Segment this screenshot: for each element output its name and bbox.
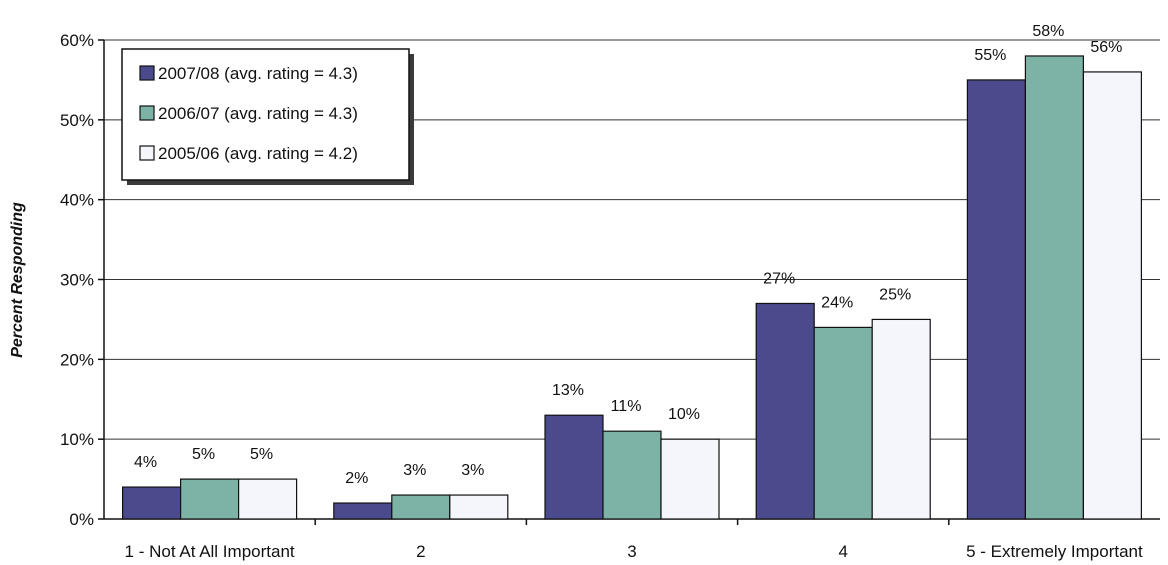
bar [544,414,604,520]
data-label: 56% [1090,39,1122,56]
y-tick-label: 30% [60,271,94,290]
legend-swatch [139,105,155,121]
bar [333,502,393,520]
legend-swatch [139,65,155,81]
data-label: 4% [134,454,157,471]
legend-label: 2005/06 (avg. rating = 4.2) [158,144,358,163]
x-tick-label: 1 - Not At All Important [125,542,295,561]
data-label: 10% [668,406,700,423]
y-tick-label: 20% [60,350,94,369]
y-tick-label: 0% [69,510,94,529]
data-label: 5% [250,446,273,463]
legend-label: 2007/08 (avg. rating = 4.3) [158,64,358,83]
bar [1082,71,1143,520]
data-label: 55% [974,47,1006,64]
data-label: 13% [552,382,584,399]
bar [966,79,1027,520]
legend-swatch [139,145,155,161]
bar [391,494,451,520]
y-tick-label: 50% [60,111,94,130]
y-tick-label: 60% [60,31,94,50]
data-label: 58% [1032,23,1064,40]
y-axis-title: Percent Responding [9,202,26,358]
bar [813,326,873,520]
data-label: 24% [821,294,853,311]
bar [755,302,815,520]
bar [180,478,240,520]
bar-layer [121,55,1143,520]
legend: 2007/08 (avg. rating = 4.3) 2006/07 (avg.… [121,48,414,185]
label-layer: 4% 5% 5% 2% 3% 3% 13% 11% 10% 27% 24% 25% 55% 58% 56% [134,23,1122,487]
bar [602,430,662,520]
bar [449,494,509,520]
data-label: 3% [461,462,484,479]
y-tick-label: 40% [60,191,94,210]
x-tick-label: 4 [838,542,847,561]
bar [871,318,931,520]
data-label: 3% [403,462,426,479]
data-label: 2% [345,470,368,487]
data-label: 27% [763,270,795,287]
legend-box [121,48,410,181]
data-label: 11% [611,398,642,415]
data-label: 25% [879,286,911,303]
legend-label: 2006/07 (avg. rating = 4.3) [158,104,358,123]
x-tick-label: 3 [627,542,636,561]
x-tick-label: 5 - Extremely Important [966,542,1143,561]
bar [660,438,720,520]
bar [121,486,182,520]
data-label: 5% [192,446,215,463]
bar [238,478,298,520]
x-tick-label: 2 [416,542,425,561]
bar [1024,55,1085,520]
y-tick-label: 10% [60,430,94,449]
